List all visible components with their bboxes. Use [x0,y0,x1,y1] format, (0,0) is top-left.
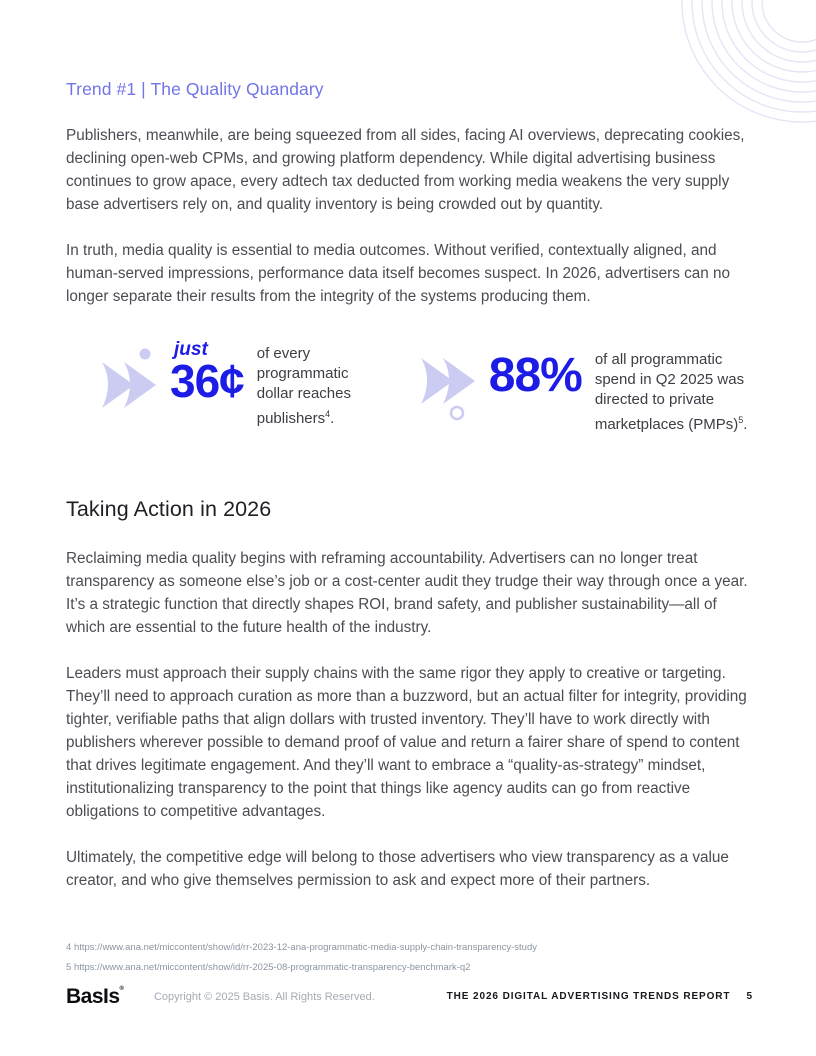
page-footer: BasIs® Copyright © 2025 Basis. All Right… [66,986,752,1007]
footer-report-title: THE 2026 DIGITAL ADVERTISING TRENDS REPO… [446,991,731,1002]
double-chevron-ring-icon [420,358,475,421]
stats-row: just 36¢ of every programmatic dollar re… [66,338,752,456]
stat-number-block: just 36¢ [170,338,245,407]
footer-copyright: Copyright © 2025 Basis. All Rights Reser… [153,990,375,1003]
basis-logo: BasIs® [66,986,124,1007]
stat-value: 88% [488,349,583,402]
footnotes: 4 https://www.ana.net/miccontent/show/id… [66,938,537,978]
trend-heading: Trend #1 | The Quality Quandary [66,79,324,99]
registered-mark-icon: ® [119,986,124,992]
footnote-url: https://www.ana.net/miccontent/show/id/r… [73,962,471,973]
intro-paragraph-1: Publishers, meanwhile, are being squeeze… [66,127,745,213]
stat-pmp-spend: 88% of all programmatic spend in Q2 2025… [419,338,767,435]
intro-paragraph-2: In truth, media quality is essential to … [66,242,731,305]
footnote-link-4[interactable]: 4 https://www.ana.net/miccontent/show/id… [66,938,537,958]
footnote-marker: 4 [325,409,331,419]
footnote-url: https://www.ana.net/miccontent/show/id/r… [73,942,538,953]
section-heading-taking-action: Taking Action in 2026 [66,497,272,521]
stat-description: of every programmatic dollar reaches pub… [257,344,369,429]
footer-right: THE 2026 DIGITAL ADVERTISING TRENDS REPO… [447,991,752,1002]
stat-value: 36¢ [170,355,245,407]
page-content: Trend #1 | The Quality Quandary Publishe… [66,79,752,889]
stat-description-period: . [743,416,748,433]
action-paragraph-2: Leaders must approach their supply chain… [66,665,747,820]
stat-description-period: . [330,410,335,427]
double-chevron-dot-icon [102,348,156,408]
stat-description-text: of every programmatic dollar reaches pub… [256,345,351,427]
footnote-marker: 5 [738,415,744,425]
stat-prefix: just [174,339,208,360]
action-paragraph-1: Reclaiming media quality begins with ref… [66,550,748,636]
stat-publisher-share: just 36¢ of every programmatic dollar re… [100,338,369,429]
stat-description-text: of all programmatic spend in Q2 2025 was… [594,351,745,433]
footnote-link-5[interactable]: 5 https://www.ana.net/miccontent/show/id… [66,958,537,978]
action-paragraph-3: Ultimately, the competitive edge will be… [66,849,729,889]
footnote-number: 4 [66,942,72,953]
footer-page-number: 5 [746,991,752,1002]
basis-logo-text: BasIs [66,985,120,1008]
footnote-number: 5 [66,962,72,973]
stat-description: of all programmatic spend in Q2 2025 was… [595,350,767,435]
stat-number-block: 88% [488,338,583,402]
